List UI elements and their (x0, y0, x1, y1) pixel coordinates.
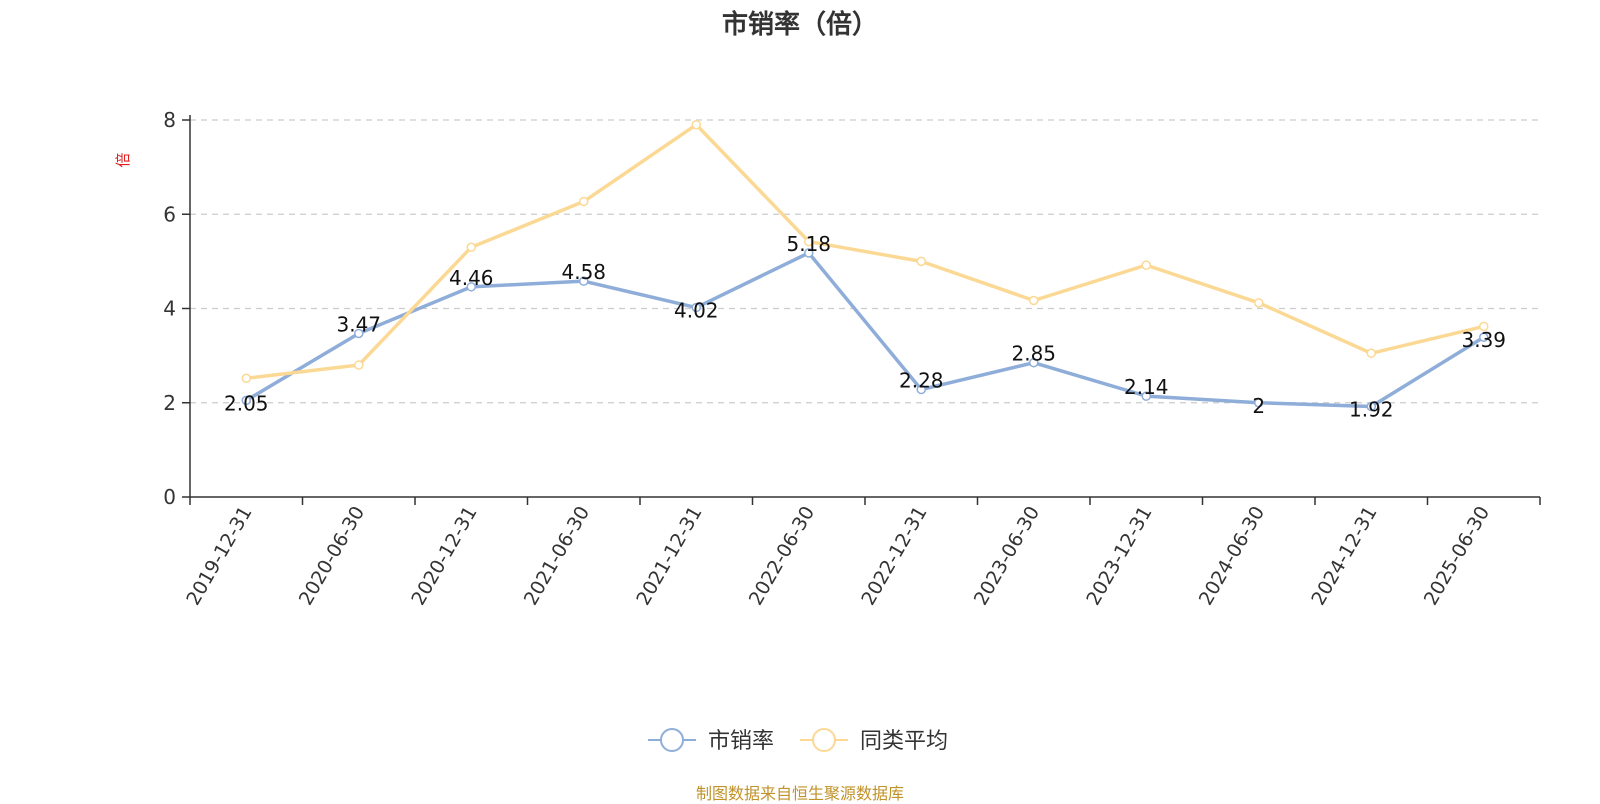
data-label: 2.28 (899, 369, 944, 393)
y-tick-label: 4 (163, 297, 176, 321)
data-point (1141, 391, 1151, 401)
data-point (466, 242, 476, 252)
x-tick-label: 2019-12-31 (182, 503, 256, 610)
y-tick-label: 0 (163, 485, 176, 509)
y-tick-label: 6 (163, 202, 176, 226)
data-label: 2.85 (1011, 342, 1056, 366)
data-point (1029, 295, 1039, 306)
legend-label: 市销率 (708, 729, 774, 754)
x-tick-label: 2023-12-31 (1082, 503, 1156, 610)
data-point (579, 276, 589, 286)
data-point (354, 360, 364, 370)
data-point (241, 373, 251, 383)
x-tick-label: 2020-06-30 (295, 503, 369, 610)
data-point (916, 256, 926, 267)
data-point (1254, 298, 1264, 308)
axes (182, 115, 1541, 505)
x-tick-label: 2020-12-31 (407, 503, 481, 610)
legend-marker-icon (660, 728, 684, 752)
grid-lines (190, 119, 1540, 404)
source-note: 制图数据来自恒生聚源数据库 (695, 784, 904, 803)
data-label: 4.46 (449, 266, 494, 290)
x-tick-label: 2021-06-30 (520, 503, 594, 610)
x-tick-label: 2025-06-30 (1420, 503, 1494, 610)
series-line-1 (246, 122, 1485, 380)
x-tick-label: 2022-12-31 (857, 503, 931, 610)
data-point (916, 384, 926, 395)
y-tick-label: 8 (163, 108, 176, 132)
data-point (804, 236, 814, 247)
data-point (1366, 401, 1376, 412)
legend-item[interactable]: 同类平均 (800, 728, 948, 754)
y-tick-labels: 0 2 4 6 8 (163, 108, 176, 509)
data-label: 5.18 (786, 232, 831, 256)
x-tick-label: 2021-12-31 (632, 503, 706, 610)
data-point (1141, 260, 1151, 270)
legend[interactable]: 市销率 同类平均 (0, 720, 1600, 760)
data-point (691, 302, 701, 313)
legend-marker-icon (812, 728, 836, 752)
data-point (466, 282, 476, 292)
data-point (1479, 332, 1489, 342)
legend-item[interactable]: 市销率 (648, 728, 774, 754)
y-tick-label: 2 (163, 391, 176, 415)
data-label: 1.92 (1349, 398, 1394, 422)
data-point (1029, 357, 1039, 368)
x-tick-label: 2022-06-30 (745, 503, 819, 610)
data-point (241, 395, 251, 406)
data-point (1254, 398, 1264, 408)
data-label: 2.14 (1124, 375, 1169, 399)
y-axis-label: 倍 (114, 152, 132, 167)
data-point (579, 196, 589, 207)
data-label: 2.05 (224, 391, 269, 415)
data-label: 3.39 (1461, 328, 1506, 352)
chart-title: 市销率（倍） (721, 10, 878, 40)
data-point (1366, 348, 1376, 359)
x-tick-label: 2024-12-31 (1307, 503, 1381, 610)
x-tick-label: 2023-06-30 (970, 503, 1044, 610)
data-label: 3.47 (336, 312, 381, 336)
data-label: 4.58 (561, 260, 606, 284)
data-label: 2 (1252, 394, 1265, 418)
x-tick-labels: 2019-12-31 2020-06-30 2020-12-31 2021-06-30… (182, 503, 1494, 610)
data-label: 4.02 (674, 299, 719, 323)
series-line-0 (245, 251, 1485, 409)
data-labels: 2.05 3.47 4.46 4.58 4.02 5.18 2.28 2.85 2.14 2 1.9… (224, 232, 1506, 422)
data-point (354, 328, 364, 339)
data-point (691, 119, 701, 130)
series-lines (241, 119, 1489, 412)
x-tick-label: 2024-06-30 (1195, 503, 1269, 610)
legend-label: 同类平均 (860, 729, 948, 754)
data-point (1479, 321, 1489, 332)
data-point (804, 248, 814, 258)
